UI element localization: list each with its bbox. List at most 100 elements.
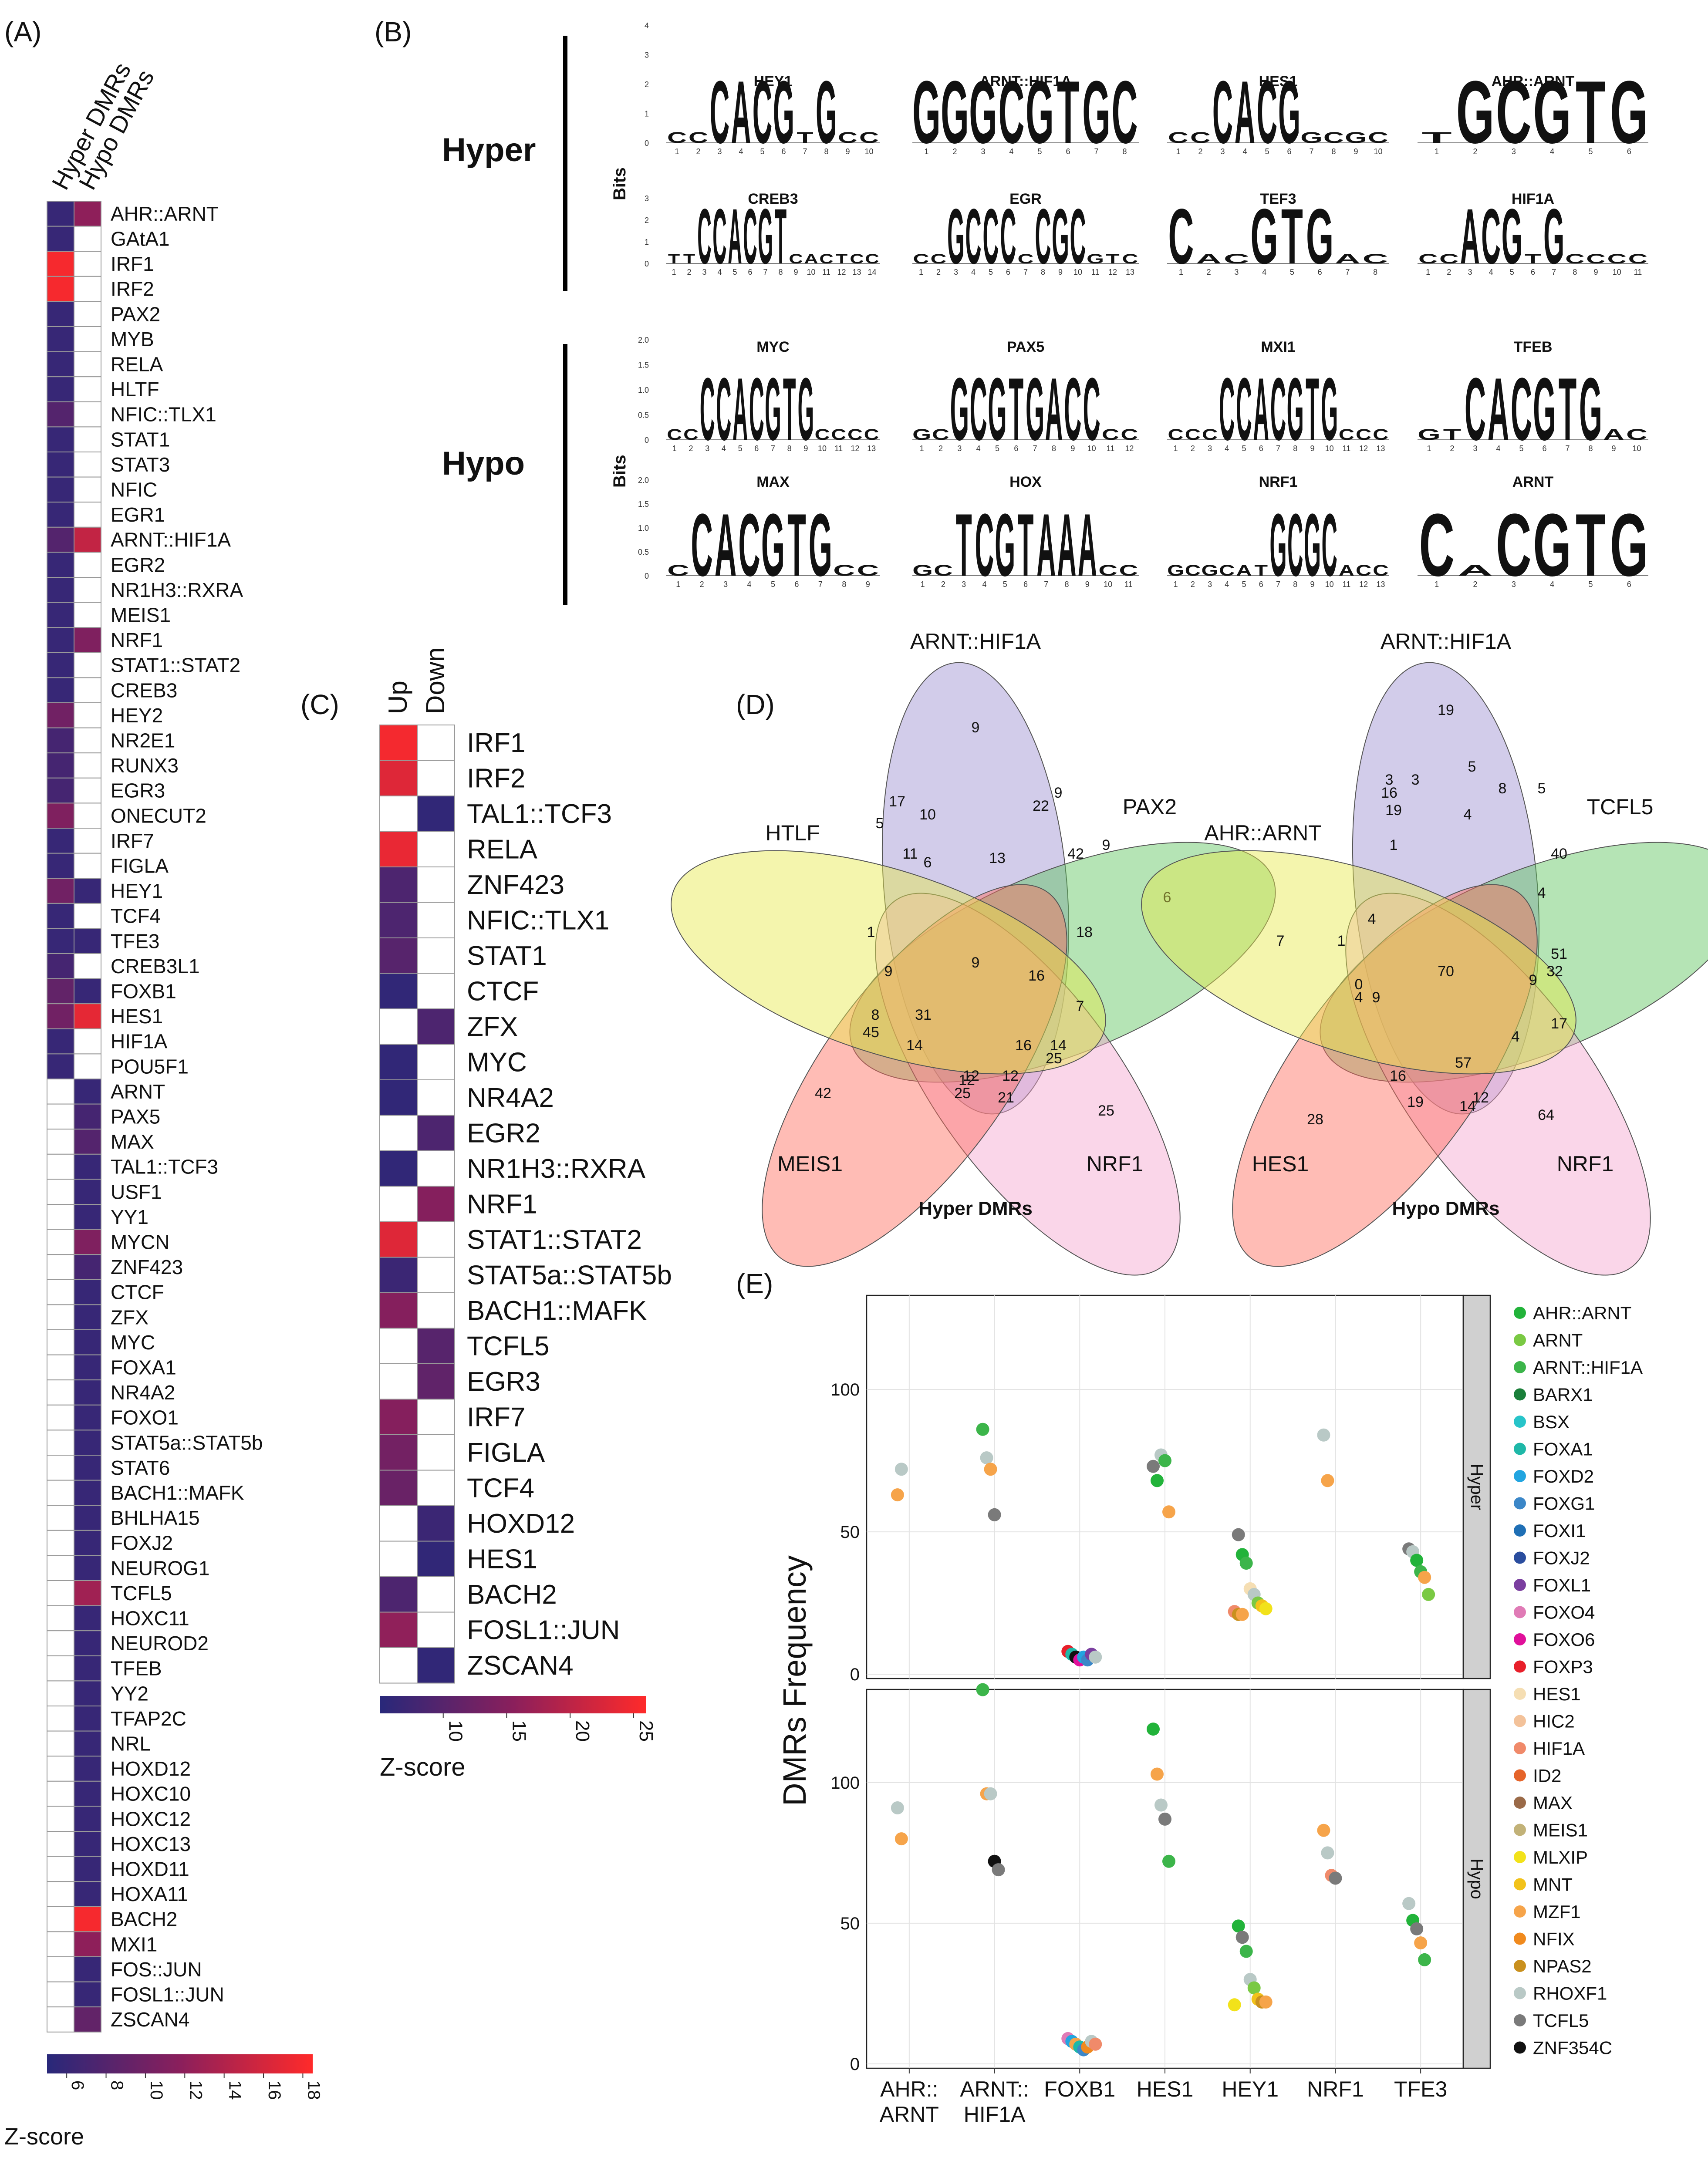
venn-count: 32: [1546, 963, 1563, 980]
heatmap-cell: [47, 1404, 74, 1431]
motif-base: T: [797, 129, 813, 146]
heatmap-cell: [74, 1730, 101, 1757]
heatmap-cell: [74, 1354, 101, 1381]
venn-set-label: PAX2: [1123, 795, 1177, 819]
motif-position: 2: [1191, 580, 1195, 589]
motif-base: G: [1306, 192, 1333, 280]
row-label: NRF1: [111, 629, 163, 651]
legend-label: FOXI1: [1533, 1520, 1586, 1541]
heatmap-cell: [47, 577, 74, 603]
venn-count: 3: [1411, 772, 1420, 788]
row-label: BACH2: [467, 1580, 557, 1610]
motif-position: 8: [1373, 268, 1377, 276]
motif-position: 9: [866, 580, 870, 589]
motif-position: 1: [919, 268, 923, 276]
venn-count: 17: [1551, 1015, 1567, 1032]
heatmap-cell: [417, 1505, 455, 1542]
venn-count: 5: [1468, 759, 1476, 775]
row-label: STAT1: [111, 428, 170, 451]
legend-label: MAX: [1533, 1793, 1573, 1813]
row-label: IRF7: [467, 1402, 525, 1432]
heatmap-cell: [74, 1680, 101, 1706]
legend-swatch: [1514, 1688, 1526, 1700]
facet-label: Hypo: [1467, 1858, 1486, 1899]
ylabel: Bits: [610, 167, 629, 200]
legend-label: ARNT: [1533, 1330, 1583, 1351]
heatmap-cell: [74, 1003, 101, 1029]
panel-c-heatmap: Up DownIRF1IRF2TAL1::TCF3RELAZNF423NFIC::…: [379, 647, 672, 1781]
motif-position: 10: [1073, 268, 1082, 276]
venn-set-label: NRF1: [1557, 1152, 1614, 1176]
xtick-label: ARNT: [880, 2102, 939, 2127]
scatter-point: [1259, 1995, 1273, 2009]
motif-position: 4: [1242, 147, 1247, 156]
heatmap-cell: [47, 1756, 74, 1782]
row-label: NR1H3::RXRA: [111, 579, 243, 601]
motif-title: CREB3: [748, 191, 798, 207]
heatmap-cell: [379, 1079, 418, 1116]
motif-position: 1: [1435, 147, 1439, 156]
legend-label: MNT: [1533, 1874, 1573, 1895]
venn-set-label: ARNT::HIF1A: [910, 629, 1041, 654]
motif-base: G: [1278, 63, 1300, 162]
venn-count: 22: [1033, 798, 1049, 814]
motif-position: 2: [938, 444, 943, 453]
motif-base: G: [1456, 63, 1495, 162]
heatmap-cell: [379, 973, 418, 1009]
motif-base: G: [1026, 63, 1054, 162]
legend-label: HES1: [1533, 1684, 1581, 1704]
heatmap-cell: [47, 2006, 74, 2033]
venn-count: 13: [989, 850, 1006, 866]
heatmap-cell: [47, 1079, 74, 1105]
row-label: EGR2: [467, 1118, 540, 1148]
motif-position: 9: [1085, 580, 1090, 589]
row-label: FOSL1::JUN: [111, 1983, 224, 2006]
legend-swatch: [1514, 1388, 1526, 1401]
row-label: ARNT: [111, 1080, 165, 1103]
venn-count: 8: [871, 1007, 880, 1023]
motif-base: G: [798, 360, 814, 459]
heatmap-cell: [74, 1279, 101, 1305]
row-label: HOXC13: [111, 1833, 191, 1855]
motif-position: 2: [1207, 268, 1211, 276]
motif-base: C: [865, 251, 879, 266]
row-label: TCF4: [111, 905, 161, 927]
motif-base: C: [689, 129, 708, 146]
motif-position: 3: [1468, 268, 1472, 276]
motif-position: 5: [732, 268, 737, 276]
motif-title: EGR: [1009, 191, 1042, 207]
motif-base: A: [731, 63, 751, 162]
motif-base: C: [753, 63, 772, 162]
row-label: MYC: [467, 1047, 527, 1077]
motif-position: 5: [738, 444, 743, 453]
motif-base: G: [947, 193, 965, 280]
venn-count: 6: [1163, 889, 1171, 906]
heatmap-cell: [379, 1363, 418, 1400]
heatmap-cell: [417, 760, 455, 796]
motif-position: 8: [842, 580, 846, 589]
heatmap-cell: [47, 1856, 74, 1882]
heatmap-cell: [74, 1931, 101, 1957]
motif-base: C: [831, 426, 846, 443]
motif-base: A: [1196, 251, 1222, 266]
heatmap-cell: [74, 401, 101, 428]
motif-base: C: [859, 129, 879, 146]
motif-base: A: [1078, 496, 1097, 595]
heatmap-cell: [417, 866, 455, 903]
row-label: STAT3: [111, 453, 170, 476]
venn-count: 18: [1076, 924, 1093, 941]
motif-base: C: [1257, 63, 1277, 162]
heatmap-cell: [47, 1429, 74, 1456]
motif-position: 1: [676, 580, 680, 589]
heatmap-cell: [47, 802, 74, 829]
motif-base: C: [1202, 426, 1218, 443]
heatmap-cell: [74, 1304, 101, 1330]
motif-base: C: [983, 193, 999, 280]
motif-base: C: [697, 192, 711, 280]
motif-base: T: [1576, 496, 1606, 595]
legend-label: MEIS1: [1533, 1820, 1588, 1841]
heatmap-cell: [74, 752, 101, 779]
motif-position: 10: [1325, 444, 1334, 453]
heatmap-cell: [379, 1257, 418, 1293]
motif-position: 4: [739, 147, 743, 156]
